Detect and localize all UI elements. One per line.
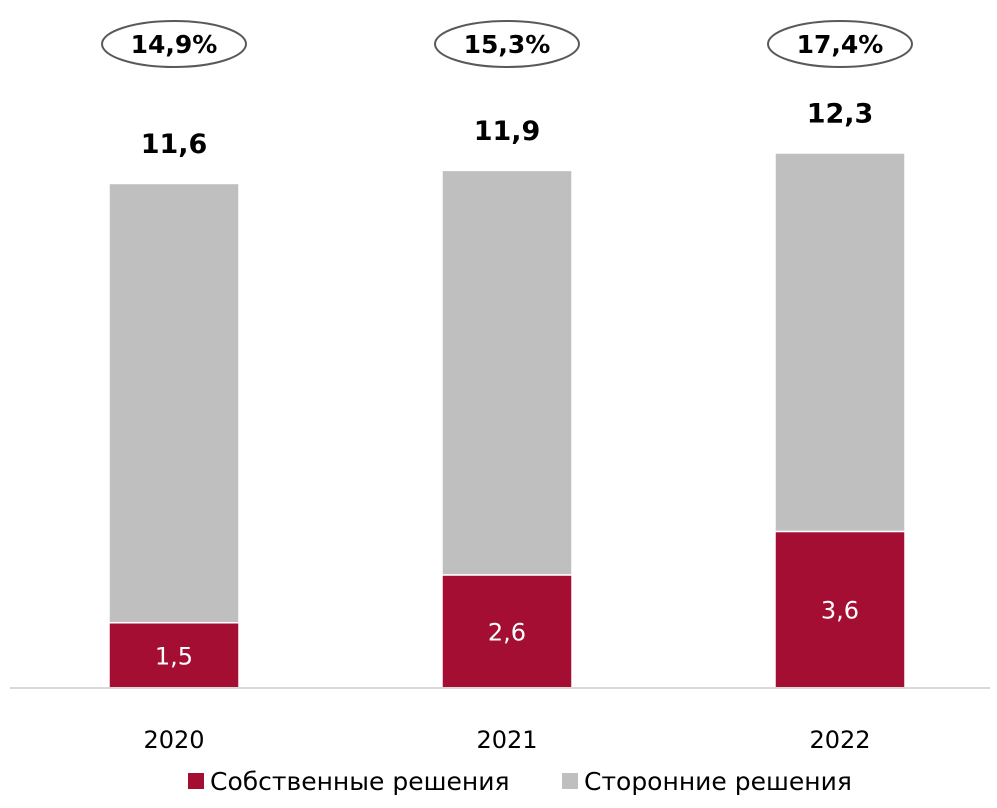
share-label: 15,3% bbox=[464, 30, 551, 59]
share-badge bbox=[767, 20, 913, 68]
legend-swatch bbox=[562, 773, 578, 789]
bar-segment bbox=[774, 152, 906, 533]
bar-segment bbox=[108, 182, 240, 624]
total-label: 11,9 bbox=[474, 116, 541, 147]
data-label: 1,5 bbox=[155, 642, 193, 670]
total-label: 12,3 bbox=[807, 99, 874, 130]
share-label: 17,4% bbox=[797, 30, 884, 59]
share-badge bbox=[434, 20, 580, 68]
bar-segment bbox=[108, 622, 240, 689]
legend-swatch bbox=[188, 773, 204, 789]
legend-label: Собственные решения bbox=[210, 767, 510, 796]
bar-segment bbox=[774, 530, 906, 689]
data-label: 2,6 bbox=[488, 618, 526, 646]
data-label: 3,6 bbox=[821, 597, 859, 625]
share-label: 14,9% bbox=[131, 30, 218, 59]
bar-segment bbox=[441, 169, 573, 576]
legend-label: Сторонние решения bbox=[584, 767, 852, 796]
x-tick-label: 2022 bbox=[809, 726, 870, 754]
x-tick-label: 2021 bbox=[476, 726, 537, 754]
x-tick-label: 2020 bbox=[143, 726, 204, 754]
total-label: 11,6 bbox=[141, 129, 208, 160]
share-badge bbox=[101, 20, 247, 68]
